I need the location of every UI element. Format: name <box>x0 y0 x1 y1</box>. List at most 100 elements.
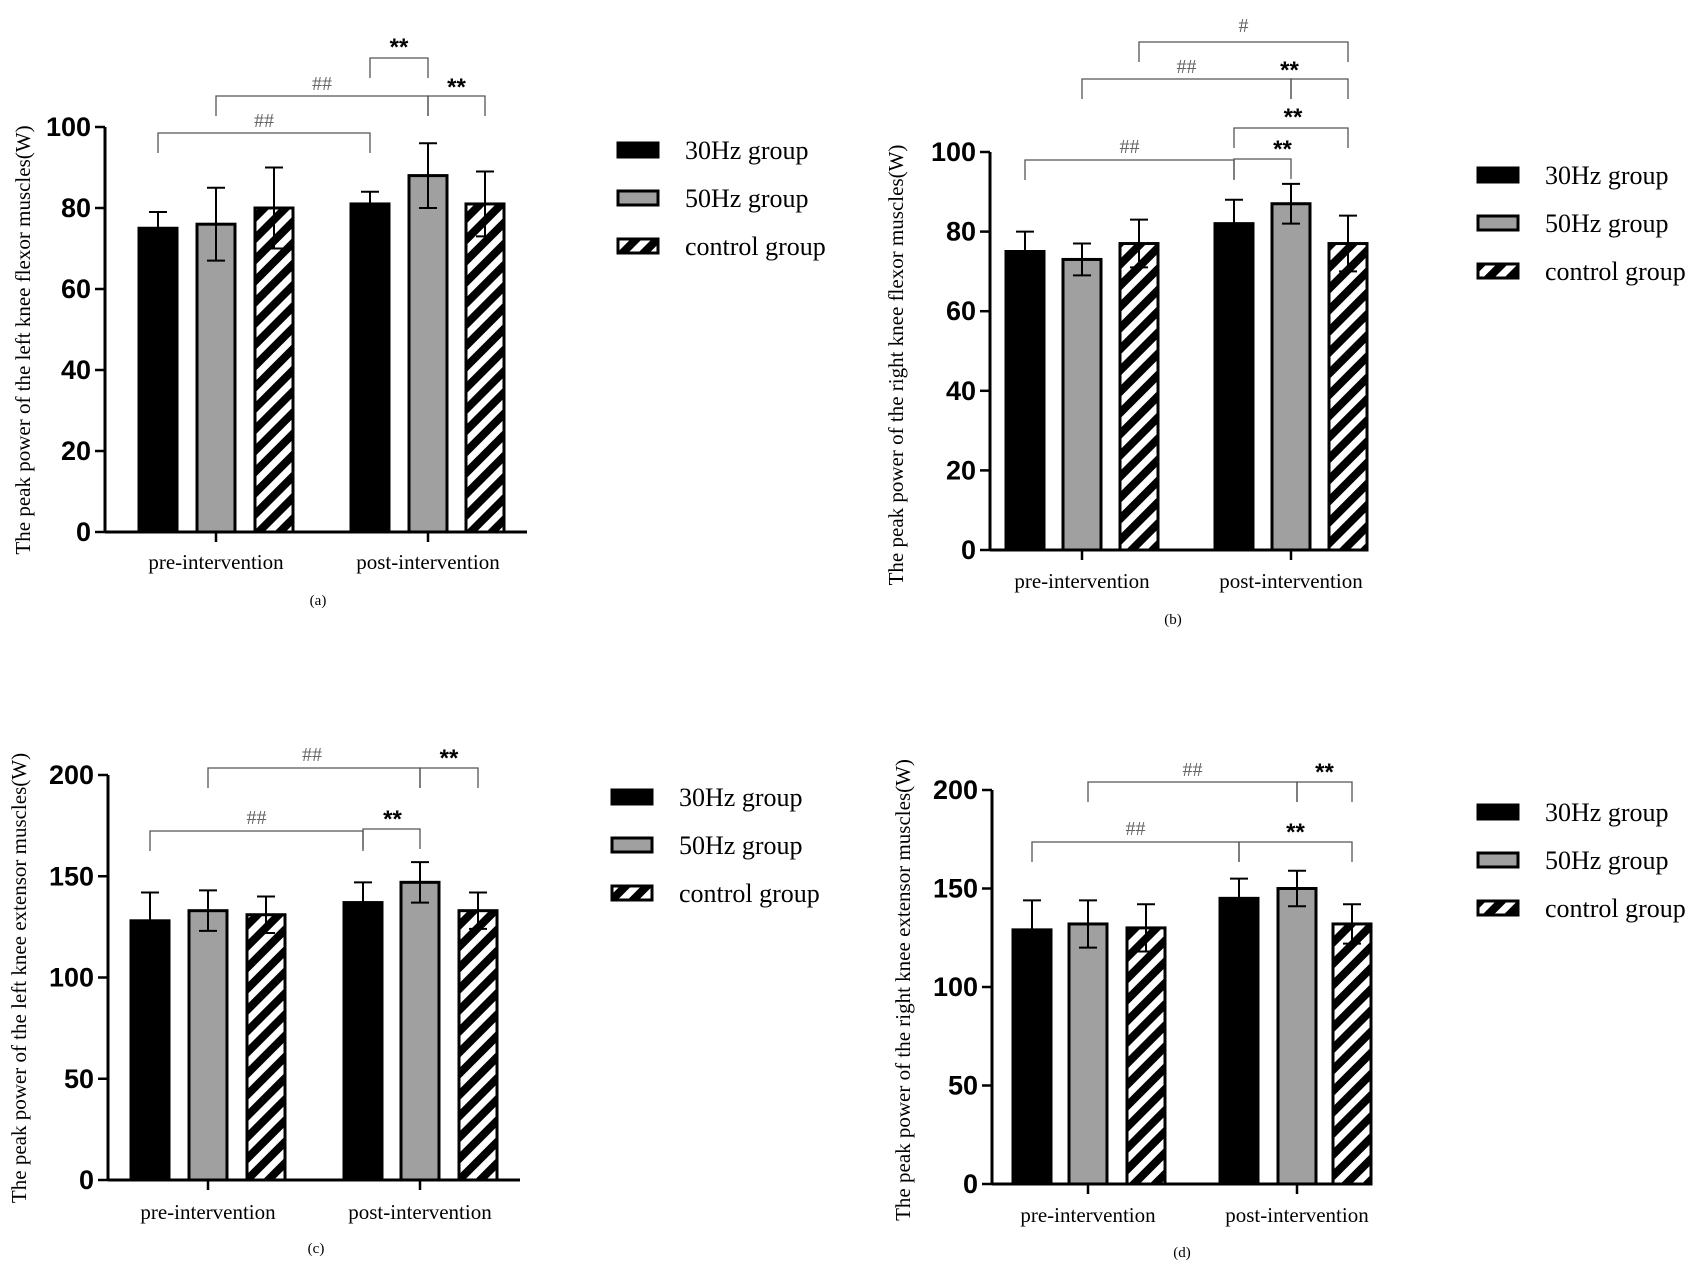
significance-label: ## <box>312 73 332 95</box>
legend-entry: 50Hz group <box>679 831 802 860</box>
y-tick-label: 0 <box>76 517 91 547</box>
x-tick-label: post-intervention <box>348 1200 492 1224</box>
bar <box>1327 242 1369 552</box>
y-tick-label: 80 <box>61 193 91 223</box>
legend-entry: control group <box>685 232 826 261</box>
bar <box>253 206 295 534</box>
x-tick-label: pre-intervention <box>140 1200 276 1224</box>
legend-swatch <box>1476 262 1520 280</box>
bar <box>1067 922 1109 1186</box>
significance-label: ## <box>302 744 322 766</box>
significance-bracket <box>1031 841 1240 862</box>
significance-label: ** <box>390 34 409 61</box>
bar <box>342 901 384 1182</box>
legend-entry: 50Hz group <box>1545 846 1668 875</box>
significance-bracket <box>1138 41 1349 62</box>
legend-entry: 30Hz group <box>679 783 802 812</box>
bar <box>399 880 441 1182</box>
significance-bracket <box>419 767 479 788</box>
bar <box>195 222 237 534</box>
significance-bracket <box>1296 781 1353 802</box>
y-axis-label: The peak power of the right knee flexor … <box>884 145 908 586</box>
bar <box>1011 928 1053 1186</box>
y-tick-label: 200 <box>933 775 978 805</box>
bar <box>407 174 449 534</box>
significance-label: ## <box>254 110 274 132</box>
bar <box>1004 250 1046 552</box>
y-tick-label: 60 <box>946 296 976 326</box>
bar <box>187 909 229 1182</box>
x-tick-label: pre-intervention <box>1014 569 1150 593</box>
bar <box>1270 202 1312 552</box>
bar <box>245 913 287 1182</box>
legend-swatch <box>1476 851 1520 869</box>
legend-swatch <box>610 884 654 902</box>
legend-swatch <box>616 189 660 207</box>
panel-a: 0 20 40 60 80 100 The peak power of the left k… <box>11 34 826 609</box>
x-tick-label: pre-intervention <box>1020 1203 1156 1227</box>
significance-label: ## <box>1120 136 1140 158</box>
significance-label: ** <box>440 745 459 772</box>
y-tick-label: 80 <box>946 217 976 247</box>
y-tick-label: 100 <box>49 963 94 993</box>
significance-bracket <box>1081 78 1292 99</box>
significance-bracket <box>207 767 421 788</box>
legend-swatch <box>1476 214 1520 232</box>
significance-bracket <box>362 828 421 849</box>
significance-bracket <box>215 95 429 116</box>
legend-entry: control group <box>1545 894 1686 923</box>
y-tick-label: 100 <box>933 972 978 1002</box>
legend-swatch <box>1476 166 1520 184</box>
significance-label: ** <box>1315 759 1334 786</box>
panel-b: 0 20 40 60 80 100 The peak power of the right … <box>884 15 1686 628</box>
legend-entry: control group <box>679 879 820 908</box>
significance-label: # <box>1239 15 1249 37</box>
legend-entry: control group <box>1545 257 1686 286</box>
bar <box>1218 896 1260 1186</box>
bar <box>464 202 506 534</box>
bar <box>137 226 179 534</box>
significance-label: ** <box>1280 57 1299 84</box>
significance-bracket <box>1233 158 1292 179</box>
legend-entry: 50Hz group <box>685 184 808 213</box>
significance-bracket <box>1238 841 1353 862</box>
bar <box>457 909 499 1182</box>
significance-bracket <box>1233 127 1349 148</box>
significance-label: ## <box>1126 818 1146 840</box>
legend-swatch <box>616 141 660 159</box>
significance-label: ** <box>1273 136 1292 163</box>
legend-swatch <box>616 237 660 255</box>
significance-bracket <box>369 57 429 78</box>
legend-entry: 50Hz group <box>1545 209 1668 238</box>
bar <box>349 202 391 534</box>
y-axis-label: The peak power of the left knee extensor… <box>7 753 31 1203</box>
significance-label: ## <box>1177 56 1197 78</box>
y-tick-label: 40 <box>946 376 976 406</box>
significance-label: ** <box>383 806 402 833</box>
significance-bracket <box>1290 78 1349 99</box>
x-tick-label: post-intervention <box>1219 569 1363 593</box>
y-axis-label: The peak power of the right knee extenso… <box>891 759 915 1221</box>
significance-label: ## <box>1183 759 1203 781</box>
y-tick-label: 100 <box>931 137 976 167</box>
panel-c: 0 50 100 150 200 The peak power of the left k… <box>7 744 820 1257</box>
y-tick-label: 50 <box>948 1071 978 1101</box>
legend-swatch <box>610 788 654 806</box>
legend: 30Hz group 50Hz group control group <box>1476 161 1686 286</box>
bar <box>1331 922 1373 1186</box>
legend-swatch <box>1476 803 1520 821</box>
significance-bracket <box>1087 781 1298 802</box>
y-tick-label: 150 <box>933 874 978 904</box>
legend-swatch <box>1476 899 1520 917</box>
legend-entry: 30Hz group <box>1545 161 1668 190</box>
significance-label: ## <box>247 807 267 829</box>
y-tick-label: 60 <box>61 274 91 304</box>
panel-label: (c) <box>308 1241 325 1257</box>
bar <box>1118 242 1160 552</box>
significance-bracket <box>157 132 371 153</box>
bar <box>129 919 171 1182</box>
y-tick-label: 200 <box>49 760 94 790</box>
bar <box>1125 926 1167 1186</box>
